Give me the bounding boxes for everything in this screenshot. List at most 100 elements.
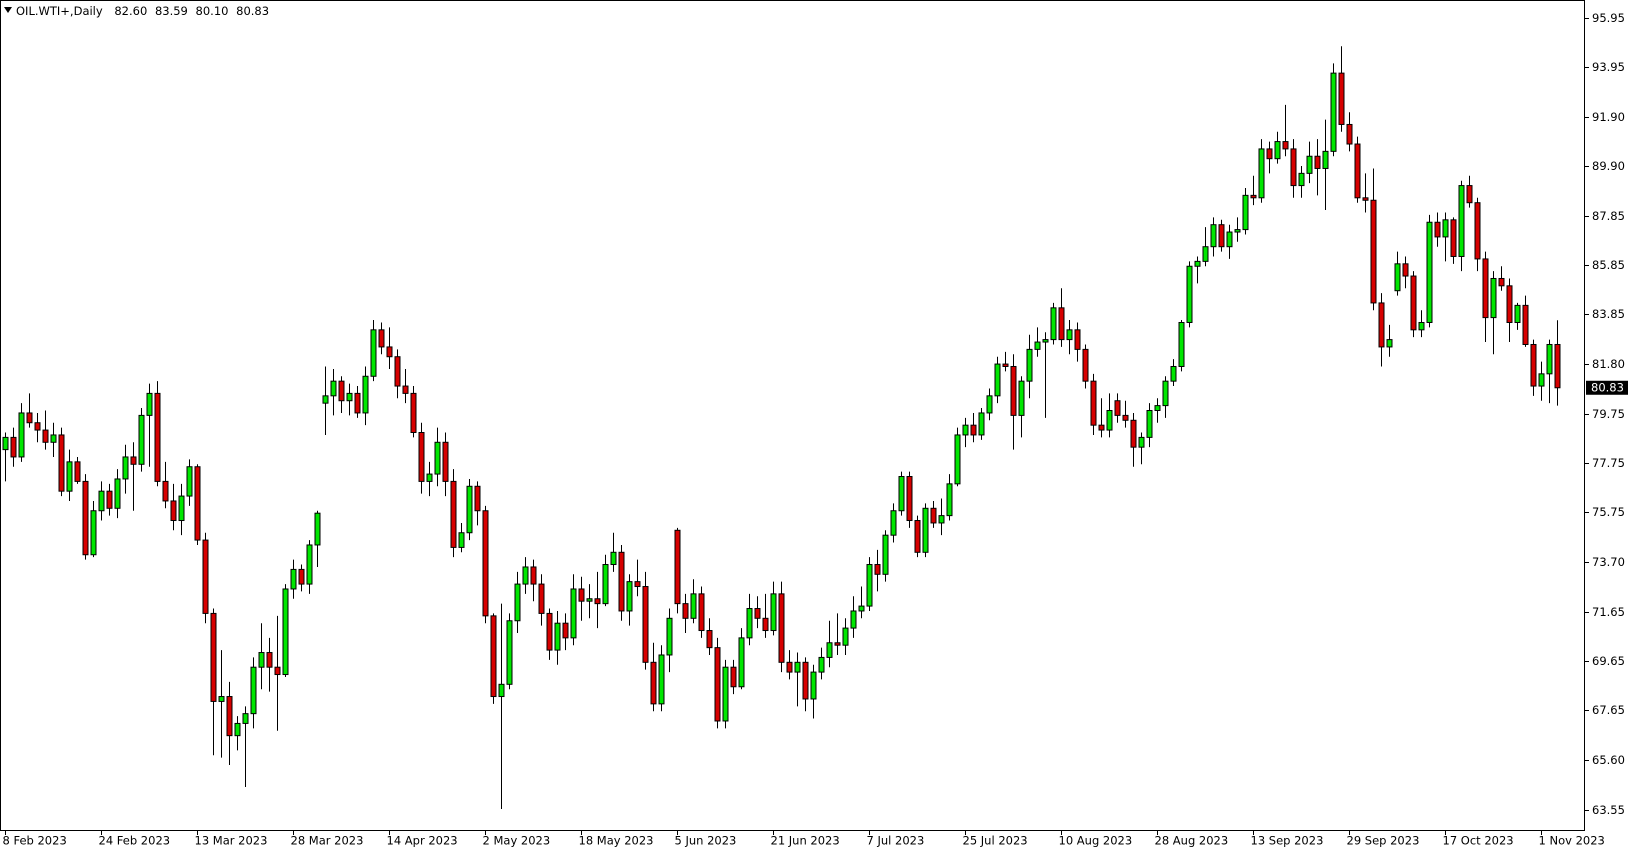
candle-body [354,392,361,414]
x-tick-label: 29 Sep 2023 [1347,834,1420,848]
candle-body [114,478,121,509]
candle-body [874,564,881,575]
x-tick-label: 5 Jun 2023 [675,834,737,848]
candle-body [770,593,777,632]
y-tick-label: 75.75 [1592,505,1625,519]
candle-body [1402,263,1409,277]
candle-body [402,385,409,394]
last-price-box [1586,380,1628,395]
candle-body [58,434,65,492]
candle-body [170,500,177,522]
candle-body [1418,321,1425,331]
candle-body [386,346,393,358]
candle-body [546,612,553,651]
candle-body [1538,373,1545,387]
candle-body [498,683,505,698]
candle-body [594,598,601,605]
candle-body [186,466,193,497]
candle-body [1154,405,1161,411]
candle-body [1314,155,1321,169]
y-tick-label: 95.95 [1592,11,1625,25]
candle-body [730,666,737,688]
candle-body [818,656,825,673]
candle-body [10,436,17,458]
candle-body [378,329,385,348]
y-tick-label: 85.85 [1592,258,1625,272]
candle-body [74,461,81,482]
candle-body [506,620,513,685]
candle-body [18,412,25,458]
candle-body [1370,199,1377,304]
candle-body [1298,172,1305,187]
candle-body [978,412,985,436]
candle-body [1346,123,1353,145]
candle-body [1490,277,1497,319]
candle-body [850,610,857,629]
candle-body [1282,141,1289,150]
candle-body [434,441,441,475]
candle-body [146,392,153,416]
candle-body [290,568,297,590]
x-tick-label: 7 Jul 2023 [867,834,925,848]
candle-body [1114,400,1121,416]
x-tick-label: 10 Aug 2023 [1059,834,1133,848]
y-tick-label: 73.70 [1592,555,1625,569]
candle-body [322,395,329,404]
menu-arrow[interactable] [4,7,12,13]
candle-body [1234,229,1241,233]
candle-body [426,473,433,482]
candle-body [762,617,769,632]
candle-body [522,566,529,585]
candle-body [450,480,457,548]
x-tick-label: 14 Apr 2023 [387,834,458,848]
candle-body [210,612,217,702]
candle-body [1242,194,1249,231]
x-tick-label: 28 Aug 2023 [1155,834,1229,848]
candle-body [1050,307,1057,341]
candle-body [1122,414,1129,421]
candle-body [898,476,905,512]
candle-body [1250,194,1257,199]
candle-body [490,615,497,698]
candle-body [130,456,137,465]
candle-body [298,568,305,585]
candle-body [1178,321,1185,367]
candle-body [1290,148,1297,187]
y-tick-label: 81.80 [1592,357,1625,371]
candle-body [314,512,321,546]
candle-body [1074,329,1081,350]
candle-body [626,581,633,612]
candle-body [1146,409,1153,438]
candle-body [1530,343,1537,387]
candle-body [98,490,105,512]
candle-body [954,434,961,485]
x-tick-label: 2 May 2023 [483,834,551,848]
y-tick-label: 87.85 [1592,209,1625,223]
x-tick-label: 18 May 2023 [579,834,654,848]
x-tick-label: 13 Sep 2023 [1251,834,1324,848]
y-tick-label: 67.65 [1592,703,1625,717]
candle-body [922,507,929,553]
candle-body [1306,155,1313,174]
y-tick-label: 93.95 [1592,60,1625,74]
y-tick-label: 71.65 [1592,605,1625,619]
candle-body [1378,302,1385,348]
candle-body [858,605,865,612]
candle-body [338,380,345,402]
candle-body [1090,380,1097,426]
candle-body [1210,224,1217,248]
candle-body [722,666,729,722]
candle-body [1026,348,1033,382]
candle-body [1258,148,1265,199]
candle-body [866,564,873,607]
candle-body [466,485,473,534]
candle-body [1506,285,1513,323]
x-tick-label: 28 Mar 2023 [291,834,364,848]
x-tick-label: 25 Jul 2023 [963,834,1028,848]
candle-body [842,627,849,646]
candle-body [226,696,233,737]
header-low: 80.10 [196,4,229,18]
y-tick-label: 79.75 [1592,407,1625,421]
candle-body [698,593,705,632]
